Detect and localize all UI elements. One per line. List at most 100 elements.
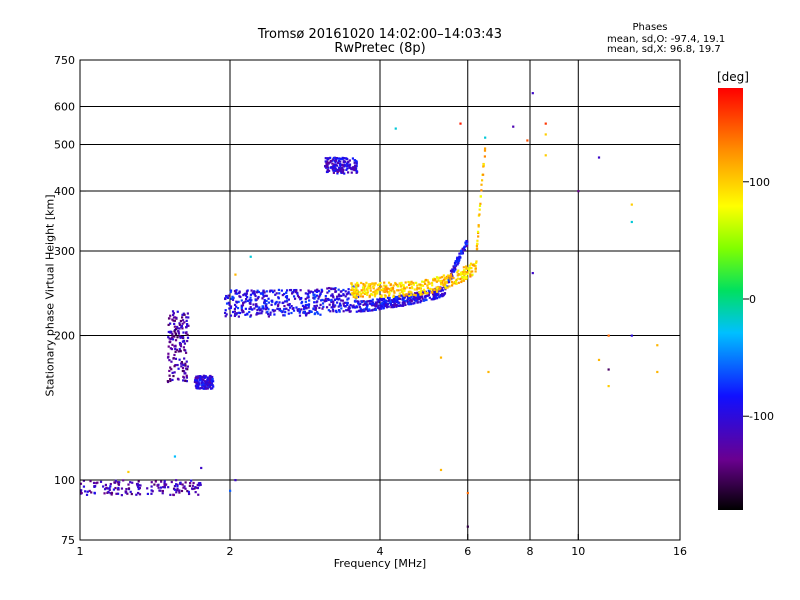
trace-point [269, 313, 272, 316]
colorbar-ticks: 100 0 -100 [743, 176, 774, 423]
trace-point [381, 288, 384, 292]
trace-point [439, 276, 442, 279]
trace-point [104, 483, 107, 487]
trace-point [185, 319, 188, 322]
trace-point [434, 292, 438, 295]
trace-point [175, 348, 179, 351]
trace-point [310, 290, 313, 293]
trace-point [107, 491, 110, 494]
trace-point [244, 313, 247, 316]
trace-point [449, 278, 452, 281]
trace-point [443, 292, 446, 295]
trace-point [298, 311, 301, 314]
trace-point [235, 301, 239, 304]
trace-point [172, 493, 175, 497]
trace-point [454, 268, 457, 271]
trace-point [177, 367, 180, 370]
trace-point [339, 160, 342, 163]
trace-point [417, 296, 421, 299]
trace-point [456, 263, 459, 266]
trace-point [376, 292, 379, 295]
trace-point [332, 300, 335, 303]
trace-point [465, 271, 468, 274]
trace-point [392, 299, 395, 302]
trace-point [186, 489, 189, 493]
trace-point [208, 377, 211, 380]
trace-point [478, 213, 481, 216]
trace-point [269, 289, 272, 292]
trace-point [146, 492, 149, 496]
trace-point [385, 304, 388, 307]
trace-point [156, 484, 159, 487]
trace-point [187, 324, 190, 327]
trace-point [178, 358, 181, 361]
trace-point [303, 305, 306, 309]
trace-point [410, 293, 413, 296]
trace-point [467, 267, 470, 271]
trace-point [351, 305, 354, 308]
trace-point [273, 313, 276, 316]
trace-point [383, 290, 386, 294]
trace-point [382, 290, 385, 293]
trace-point [432, 288, 435, 291]
trace-point [256, 305, 259, 308]
trace-point [457, 269, 460, 272]
trace-point [290, 305, 293, 308]
trace-point [360, 281, 363, 285]
trace-point [178, 348, 181, 351]
trace-point [477, 225, 480, 228]
trace-point [277, 303, 280, 306]
trace-point [172, 312, 175, 315]
trace-point [154, 480, 157, 483]
trace-point [173, 322, 176, 326]
trace-point [239, 295, 242, 299]
trace-point [403, 289, 406, 293]
trace-point [401, 292, 405, 295]
trace-point [164, 483, 167, 486]
trace-point [383, 287, 386, 290]
trace-point [354, 290, 358, 293]
trace-point [346, 303, 349, 307]
trace-point [258, 309, 262, 312]
trace-point [205, 382, 208, 385]
trace-point [167, 345, 170, 348]
trace-point [304, 292, 307, 295]
trace-point [453, 269, 456, 273]
trace-point [459, 273, 463, 276]
trace-point [162, 486, 165, 489]
trace-point [174, 339, 178, 342]
trace-point [211, 375, 214, 379]
trace-point [188, 484, 191, 488]
trace-point [277, 297, 280, 300]
trace-point [331, 168, 334, 171]
trace-point [348, 164, 351, 168]
trace-point [359, 295, 362, 298]
trace-point [468, 266, 471, 270]
trace-point [338, 167, 341, 171]
trace-point [186, 324, 189, 327]
trace-point [285, 289, 289, 292]
trace-point [184, 367, 188, 370]
trace-point [424, 278, 428, 282]
trace-point [258, 306, 261, 309]
trace-point [471, 273, 474, 276]
trace-point [370, 300, 373, 303]
trace-point [176, 487, 179, 491]
trace-point [172, 319, 175, 322]
trace-point [362, 282, 365, 286]
trace-point [362, 303, 365, 307]
trace-point [441, 289, 444, 292]
trace-point [416, 291, 419, 294]
trace-point [175, 491, 178, 494]
trace-point [185, 374, 188, 377]
trace-point [174, 332, 178, 336]
trace-point [386, 287, 390, 290]
trace-point [414, 294, 417, 297]
trace-point [391, 286, 395, 290]
trace-point [405, 286, 408, 289]
trace-point [82, 485, 86, 488]
trace-point [404, 303, 407, 307]
trace-point [315, 290, 319, 293]
trace-point [470, 267, 473, 270]
trace-point [290, 311, 293, 315]
